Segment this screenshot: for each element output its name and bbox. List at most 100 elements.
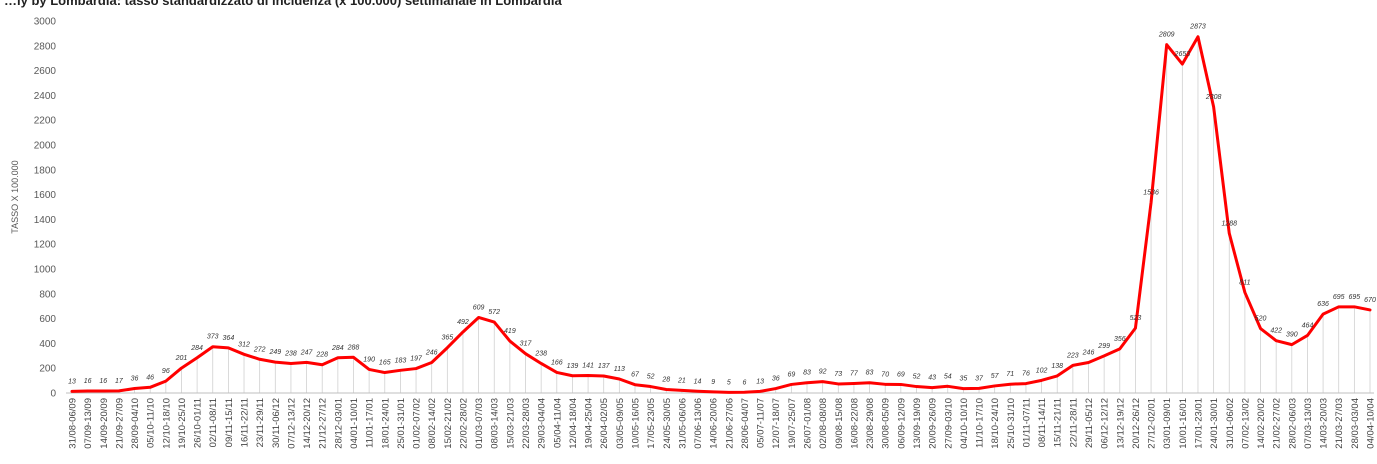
chart-title: …ly by Lombardia: tasso standardizzato d… xyxy=(4,0,562,8)
y-tick-label: 1200 xyxy=(34,240,57,251)
x-tick-label: 19/10-25/10 xyxy=(177,398,188,449)
data-label: 36 xyxy=(131,376,139,383)
data-label: 695 xyxy=(1333,294,1345,301)
data-label: 76 xyxy=(1022,371,1030,378)
data-label: 365 xyxy=(441,335,453,342)
data-label: 238 xyxy=(534,350,547,357)
data-label: 102 xyxy=(1036,367,1048,374)
x-tick-label: 07/09-13/09 xyxy=(83,398,94,449)
data-label: 373 xyxy=(207,334,219,341)
x-tick-label: 22/11-28/11 xyxy=(1068,398,1079,447)
data-label: 390 xyxy=(1286,332,1298,339)
x-tick-label: 31/01-06/02 xyxy=(1225,398,1236,449)
data-label: 35 xyxy=(959,376,967,383)
x-tick-label: 12/04-18/04 xyxy=(568,398,579,449)
y-tick-label: 200 xyxy=(39,364,56,375)
x-tick-label: 15/03-21/03 xyxy=(505,398,516,449)
data-label: 16 xyxy=(84,378,92,385)
x-tick-label: 16/08-22/08 xyxy=(849,398,860,449)
x-tick-label: 13/12-19/12 xyxy=(1115,398,1126,449)
data-label: 71 xyxy=(1006,371,1014,378)
x-tick-label: 31/08-06/09 xyxy=(68,398,79,449)
x-tick-label: 07/06-13/06 xyxy=(693,398,704,449)
x-tick-label: 17/05-23/05 xyxy=(646,398,657,449)
x-tick-label: 06/09-12/09 xyxy=(896,398,907,449)
x-tick-label: 28/02-06/03 xyxy=(1287,398,1298,449)
data-label: 520 xyxy=(1255,316,1267,323)
x-tick-label: 08/03-14/03 xyxy=(490,398,501,449)
data-label: 201 xyxy=(175,355,188,362)
data-label: 69 xyxy=(787,371,795,378)
x-tick-label: 20/12-26/12 xyxy=(1131,398,1142,449)
data-label: 356 xyxy=(1114,336,1126,343)
drop-lines xyxy=(71,36,1371,393)
y-tick-label: 800 xyxy=(39,289,56,300)
x-tick-label: 01/11-07/11 xyxy=(1021,398,1032,447)
x-tick-label: 06/12-12/12 xyxy=(1100,398,1111,449)
data-label: 13 xyxy=(756,378,764,385)
data-label: 364 xyxy=(223,335,235,342)
y-axis-label: TASSO X 100.000 xyxy=(10,160,20,233)
data-label: 14 xyxy=(694,378,702,385)
x-tick-label: 09/11-15/11 xyxy=(224,398,235,447)
y-tick-label: 600 xyxy=(39,314,56,325)
x-tick-label: 15/02-21/02 xyxy=(443,398,454,449)
x-tick-label: 24/05-30/05 xyxy=(662,398,673,449)
data-label: 288 xyxy=(347,344,360,351)
x-axis-ticks: 31/08-06/09 07/09-13/09 14/09-20/09 21/09-2… xyxy=(68,398,1377,449)
data-label: 13 xyxy=(68,378,76,385)
x-tick-label: 10/05-16/05 xyxy=(630,398,641,449)
y-tick-label: 2000 xyxy=(34,141,57,152)
y-tick-label: 0 xyxy=(50,389,56,400)
x-tick-label: 18/10-24/10 xyxy=(990,398,1001,449)
x-tick-label: 02/11-08/11 xyxy=(208,398,219,447)
y-tick-label: 2600 xyxy=(34,66,57,77)
x-tick-label: 09/08-15/08 xyxy=(834,398,845,449)
x-tick-label: 28/03-03/04 xyxy=(1350,398,1361,449)
data-label: 223 xyxy=(1066,352,1079,359)
x-tick-label: 21/09-27/09 xyxy=(114,398,125,449)
data-label: 5 xyxy=(727,379,731,386)
data-label: 284 xyxy=(190,345,203,352)
data-label: 636 xyxy=(1317,301,1329,308)
data-label: 113 xyxy=(614,366,625,373)
x-tick-label: 28/12-03/01 xyxy=(333,398,344,449)
x-tick-label: 01/03-07/03 xyxy=(474,398,485,449)
x-tick-label: 21/06-27/06 xyxy=(724,398,735,449)
data-label: 1536 xyxy=(1143,190,1159,197)
data-label: 77 xyxy=(850,370,859,377)
data-label: 92 xyxy=(819,369,827,376)
x-tick-label: 21/12-27/12 xyxy=(318,398,329,449)
x-tick-label: 22/02-28/02 xyxy=(458,398,469,449)
x-tick-label: 03/01-09/01 xyxy=(1162,398,1173,449)
x-tick-label: 26/10-01/11 xyxy=(193,398,204,448)
data-label: 317 xyxy=(520,341,533,348)
x-tick-label: 19/04-25/04 xyxy=(584,398,595,449)
data-label: 670 xyxy=(1364,297,1376,304)
x-tick-label: 20/09-26/09 xyxy=(928,398,939,449)
data-label: 183 xyxy=(395,357,407,364)
x-tick-label: 21/03-27/03 xyxy=(1334,398,1345,449)
x-tick-label: 04/10-10/10 xyxy=(959,398,970,449)
x-tick-label: 12/07-18/07 xyxy=(771,398,782,449)
data-label: 67 xyxy=(631,372,640,379)
x-tick-label: 26/04-02/05 xyxy=(599,398,610,449)
x-tick-label: 03/05-09/05 xyxy=(615,398,626,449)
data-label: 2308 xyxy=(1205,94,1222,101)
data-label: 21 xyxy=(677,377,686,384)
x-tick-label: 18/01-24/01 xyxy=(380,398,391,449)
data-label: 70 xyxy=(881,371,889,378)
x-tick-label: 14/02-20/02 xyxy=(1256,398,1267,449)
data-label: 137 xyxy=(598,363,611,370)
data-label: 46 xyxy=(146,374,154,381)
x-tick-label: 28/06-04/07 xyxy=(740,398,751,449)
x-tick-label: 25/10-31/10 xyxy=(1006,398,1017,449)
data-label: 52 xyxy=(647,374,655,381)
x-tick-label: 11/10-17/10 xyxy=(975,398,986,448)
x-tick-label: 14/09-20/09 xyxy=(99,398,110,449)
data-label: 1288 xyxy=(1221,220,1237,227)
data-label: 246 xyxy=(425,349,438,356)
data-label: 272 xyxy=(253,346,266,353)
x-tick-label: 27/09-03/10 xyxy=(943,398,954,449)
